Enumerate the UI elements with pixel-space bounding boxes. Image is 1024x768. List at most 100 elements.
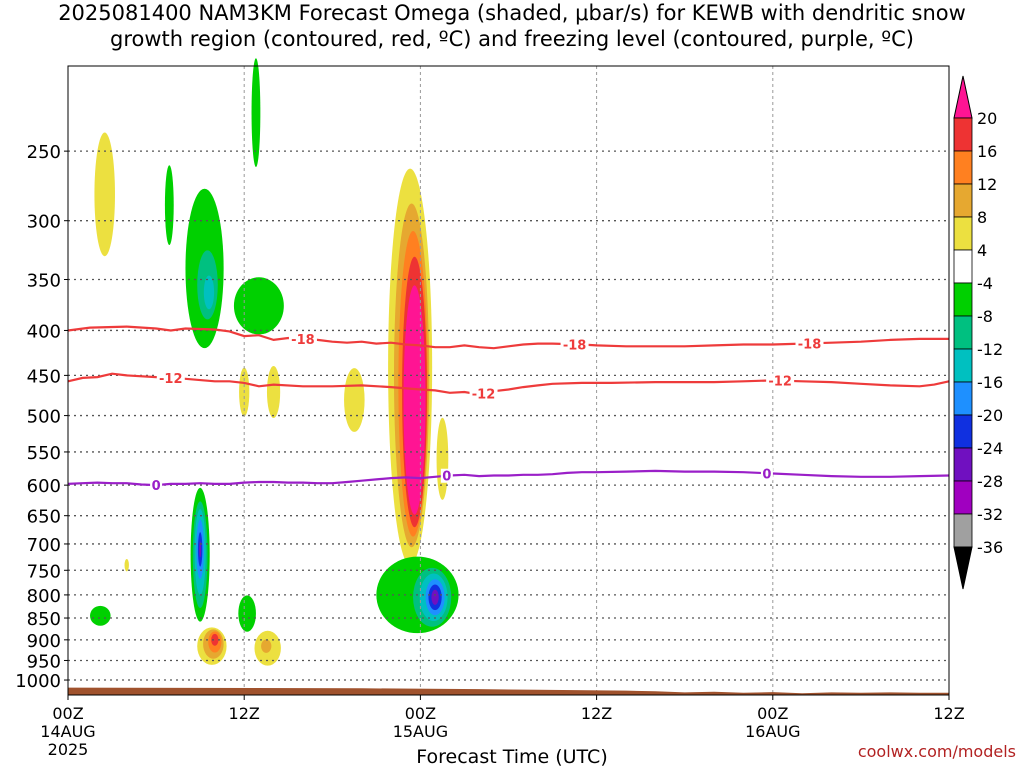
colorbar-segment — [953, 513, 973, 548]
contour-label: -12 — [472, 387, 496, 402]
x-tick-label: 00Z — [405, 704, 436, 723]
contour-label: 0 — [442, 470, 451, 485]
colorbar-top-arrow — [953, 75, 973, 119]
colorbar-label: -36 — [977, 538, 1003, 557]
contour-label-bg — [150, 478, 163, 493]
terrain-layer — [68, 687, 949, 695]
colorbar-label: -24 — [977, 439, 1003, 458]
y-tick-label: 600 — [27, 476, 61, 497]
axis-labels: 2503003504004505005506006507007508008509… — [15, 142, 965, 759]
colorbar-segment — [953, 183, 973, 218]
colorbar-segment — [953, 414, 973, 449]
terrain-fill — [68, 687, 949, 695]
omega-shaded-cell — [233, 277, 284, 335]
contour-label-bg — [795, 336, 824, 351]
colorbar-label: 16 — [977, 142, 997, 161]
colorbar-label: 4 — [977, 241, 987, 260]
contour-label-bg — [440, 468, 453, 483]
plot-frame — [67, 65, 950, 696]
omega-shaded-cell — [436, 417, 449, 500]
colorbar-label: -4 — [977, 274, 993, 293]
y-tick-label: 450 — [27, 366, 61, 387]
y-tick-label: 350 — [27, 271, 61, 292]
omega-shaded-cell — [203, 275, 215, 310]
colorbar-label: 20 — [977, 109, 997, 128]
contour-line — [67, 469, 950, 487]
y-tick-label: 950 — [27, 651, 61, 672]
contour-label-bg — [156, 370, 185, 385]
x-tick-label: 00Z — [52, 704, 83, 723]
x-tick-date-label: 14AUG — [40, 722, 95, 741]
colorbar-label: -20 — [977, 406, 1003, 425]
contour-label: -18 — [798, 337, 822, 352]
y-tick-label: 550 — [27, 443, 61, 464]
colorbar-label: -32 — [977, 505, 1003, 524]
contour-label-bg — [766, 373, 795, 388]
y-tick-label: 700 — [27, 535, 61, 556]
temperature-contours: -18 -18 -18 -12 -12 -12 0 0 0 — [67, 325, 950, 494]
contour-label-bg — [560, 337, 589, 352]
omega-shaded-cell — [211, 633, 219, 646]
contour-label: -18 — [291, 333, 315, 348]
grid-lines — [68, 66, 949, 695]
omega-shaded-cell — [261, 639, 272, 653]
y-tick-label: 250 — [27, 142, 61, 163]
colorbar-label: 12 — [977, 175, 997, 194]
colorbar-label: 8 — [977, 208, 987, 227]
x-tick-label: 00Z — [757, 704, 788, 723]
colorbar-segment — [953, 348, 973, 383]
colorbar-segment — [953, 282, 973, 317]
colorbar-segment — [953, 216, 973, 251]
y-tick-label: 1000 — [15, 671, 61, 692]
credit-text: coolwx.com/models — [857, 742, 1016, 761]
omega-shaded-cell — [403, 285, 426, 515]
x-tick-label: 12Z — [933, 704, 964, 723]
omega-shaded-cell — [164, 165, 174, 246]
omega-shaded-cell — [124, 558, 129, 572]
chart-title-line-2: growth region (contoured, red, ºC) and f… — [110, 27, 914, 51]
colorbar-segment — [953, 150, 973, 185]
y-tick-label: 400 — [27, 321, 61, 342]
omega-shaded-cell — [266, 365, 281, 418]
y-tick-label: 500 — [27, 407, 61, 428]
x-tick-label: 12Z — [581, 704, 612, 723]
contour-label-bg — [288, 331, 317, 346]
colorbar-label: -16 — [977, 373, 1003, 392]
y-tick-label: 900 — [27, 631, 61, 652]
contour-label: 0 — [762, 467, 771, 482]
contour-label: -12 — [159, 372, 183, 387]
colorbar-segment — [953, 117, 973, 152]
omega-shaded-cell — [199, 541, 202, 558]
omega-shaded-fields — [90, 58, 459, 666]
x-tick-label: 12Z — [229, 704, 260, 723]
x-tick-year-label: 2025 — [48, 740, 89, 759]
x-tick-date-label: 16AUG — [745, 722, 800, 741]
y-tick-label: 650 — [27, 507, 61, 528]
y-tick-label: 850 — [27, 609, 61, 630]
contour-label: -12 — [768, 375, 792, 390]
y-tick-label: 750 — [27, 561, 61, 582]
y-tick-label: 300 — [27, 212, 61, 233]
contour-label: 0 — [152, 479, 161, 494]
contour-line — [67, 372, 950, 396]
omega-shaded-cell — [251, 58, 261, 168]
colorbar-label: -28 — [977, 472, 1003, 491]
contour-label-bg — [469, 386, 498, 401]
y-tick-label: 800 — [27, 586, 61, 607]
contour-line — [67, 325, 949, 350]
x-tick-date-label: 15AUG — [393, 722, 448, 741]
colorbar-segment — [953, 480, 973, 515]
omega-shaded-cell — [238, 595, 256, 632]
colorbar-label: -8 — [977, 307, 993, 326]
contour-label: -18 — [563, 338, 587, 353]
omega-colorbar: 20 16 12 8 4 -4 -8 -12 -16 -20 -24 -28 -32 -36 — [953, 75, 1003, 590]
colorbar-segment — [953, 381, 973, 416]
x-axis-label: Forecast Time (UTC) — [416, 746, 608, 768]
colorbar-segment — [953, 249, 973, 284]
chart-title-line-1: 2025081400 NAM3KM Forecast Omega (shaded… — [58, 1, 966, 25]
colorbar-segment — [953, 447, 973, 482]
omega-shaded-cell — [94, 132, 115, 257]
omega-shaded-cell — [431, 589, 439, 605]
colorbar-segment — [953, 315, 973, 350]
